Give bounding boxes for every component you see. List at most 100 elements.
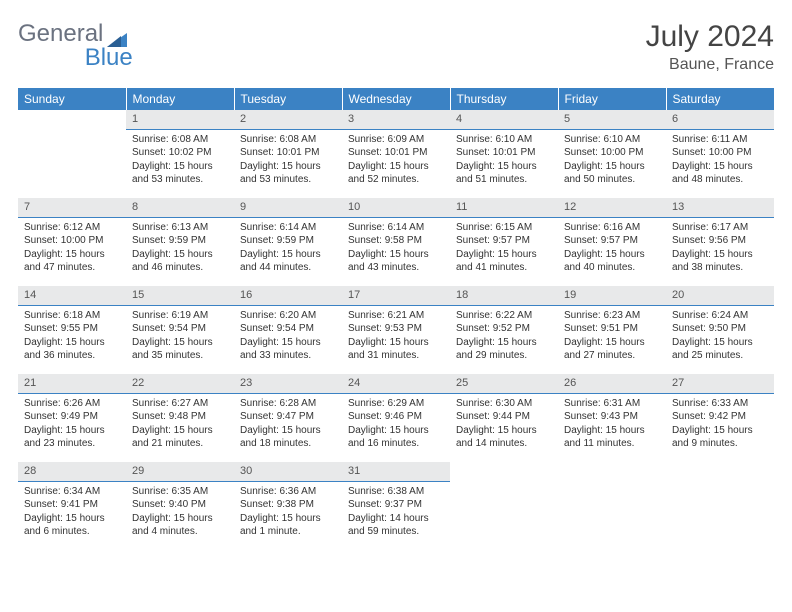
sunset-line: Sunset: 9:57 PM: [456, 234, 552, 248]
day-details: Sunrise: 6:14 AMSunset: 9:59 PMDaylight:…: [234, 218, 342, 281]
sunrise-line: Sunrise: 6:12 AM: [24, 221, 120, 235]
calendar-day-cell: 25Sunrise: 6:30 AMSunset: 9:44 PMDayligh…: [450, 374, 558, 462]
calendar-day-cell: [558, 462, 666, 550]
calendar-day-cell: 2Sunrise: 6:08 AMSunset: 10:01 PMDayligh…: [234, 110, 342, 198]
sunset-line: Sunset: 9:46 PM: [348, 410, 444, 424]
day-details: Sunrise: 6:27 AMSunset: 9:48 PMDaylight:…: [126, 394, 234, 457]
daylight-line: Daylight: 15 hours and 44 minutes.: [240, 248, 336, 275]
day-number: 27: [666, 374, 774, 394]
calendar-day-cell: [666, 462, 774, 550]
calendar-table: SundayMondayTuesdayWednesdayThursdayFrid…: [18, 88, 774, 550]
calendar-day-cell: 21Sunrise: 6:26 AMSunset: 9:49 PMDayligh…: [18, 374, 126, 462]
sunrise-line: Sunrise: 6:27 AM: [132, 397, 228, 411]
day-number: 3: [342, 110, 450, 130]
sunrise-line: Sunrise: 6:10 AM: [456, 133, 552, 147]
day-details: Sunrise: 6:28 AMSunset: 9:47 PMDaylight:…: [234, 394, 342, 457]
daylight-line: Daylight: 15 hours and 6 minutes.: [24, 512, 120, 539]
daylight-line: Daylight: 15 hours and 1 minute.: [240, 512, 336, 539]
day-details: Sunrise: 6:33 AMSunset: 9:42 PMDaylight:…: [666, 394, 774, 457]
calendar-day-cell: 16Sunrise: 6:20 AMSunset: 9:54 PMDayligh…: [234, 286, 342, 374]
day-number: 4: [450, 110, 558, 130]
calendar-day-cell: 29Sunrise: 6:35 AMSunset: 9:40 PMDayligh…: [126, 462, 234, 550]
sunrise-line: Sunrise: 6:28 AM: [240, 397, 336, 411]
day-number: 22: [126, 374, 234, 394]
sunrise-line: Sunrise: 6:15 AM: [456, 221, 552, 235]
calendar-day-cell: 13Sunrise: 6:17 AMSunset: 9:56 PMDayligh…: [666, 198, 774, 286]
sunset-line: Sunset: 9:47 PM: [240, 410, 336, 424]
sunrise-line: Sunrise: 6:30 AM: [456, 397, 552, 411]
day-number: 5: [558, 110, 666, 130]
daylight-line: Daylight: 15 hours and 53 minutes.: [132, 160, 228, 187]
sunrise-line: Sunrise: 6:35 AM: [132, 485, 228, 499]
day-details: Sunrise: 6:22 AMSunset: 9:52 PMDaylight:…: [450, 306, 558, 369]
daylight-line: Daylight: 15 hours and 48 minutes.: [672, 160, 768, 187]
weekday-header: Friday: [558, 88, 666, 110]
sunset-line: Sunset: 9:48 PM: [132, 410, 228, 424]
sunset-line: Sunset: 10:00 PM: [24, 234, 120, 248]
sunrise-line: Sunrise: 6:19 AM: [132, 309, 228, 323]
day-details: Sunrise: 6:19 AMSunset: 9:54 PMDaylight:…: [126, 306, 234, 369]
calendar-day-cell: 24Sunrise: 6:29 AMSunset: 9:46 PMDayligh…: [342, 374, 450, 462]
calendar-day-cell: 30Sunrise: 6:36 AMSunset: 9:38 PMDayligh…: [234, 462, 342, 550]
daylight-line: Daylight: 14 hours and 59 minutes.: [348, 512, 444, 539]
day-number: 9: [234, 198, 342, 218]
calendar-day-cell: 6Sunrise: 6:11 AMSunset: 10:00 PMDayligh…: [666, 110, 774, 198]
day-number: 13: [666, 198, 774, 218]
sunrise-line: Sunrise: 6:14 AM: [240, 221, 336, 235]
sunset-line: Sunset: 9:37 PM: [348, 498, 444, 512]
day-number: 11: [450, 198, 558, 218]
day-details: Sunrise: 6:10 AMSunset: 10:01 PMDaylight…: [450, 130, 558, 193]
daylight-line: Daylight: 15 hours and 50 minutes.: [564, 160, 660, 187]
calendar-week-row: 21Sunrise: 6:26 AMSunset: 9:49 PMDayligh…: [18, 374, 774, 462]
daylight-line: Daylight: 15 hours and 16 minutes.: [348, 424, 444, 451]
sunset-line: Sunset: 9:55 PM: [24, 322, 120, 336]
day-number: 14: [18, 286, 126, 306]
logo-text-blue: Blue: [85, 44, 133, 72]
day-number: 29: [126, 462, 234, 482]
sunset-line: Sunset: 9:38 PM: [240, 498, 336, 512]
sunrise-line: Sunrise: 6:29 AM: [348, 397, 444, 411]
calendar-day-cell: 19Sunrise: 6:23 AMSunset: 9:51 PMDayligh…: [558, 286, 666, 374]
day-details: Sunrise: 6:30 AMSunset: 9:44 PMDaylight:…: [450, 394, 558, 457]
sunrise-line: Sunrise: 6:22 AM: [456, 309, 552, 323]
day-number: 18: [450, 286, 558, 306]
sunrise-line: Sunrise: 6:34 AM: [24, 485, 120, 499]
sunset-line: Sunset: 9:44 PM: [456, 410, 552, 424]
daylight-line: Daylight: 15 hours and 40 minutes.: [564, 248, 660, 275]
sunset-line: Sunset: 9:53 PM: [348, 322, 444, 336]
sunset-line: Sunset: 9:57 PM: [564, 234, 660, 248]
sunrise-line: Sunrise: 6:08 AM: [132, 133, 228, 147]
sunrise-line: Sunrise: 6:23 AM: [564, 309, 660, 323]
calendar-day-cell: 23Sunrise: 6:28 AMSunset: 9:47 PMDayligh…: [234, 374, 342, 462]
sunrise-line: Sunrise: 6:21 AM: [348, 309, 444, 323]
sunset-line: Sunset: 9:56 PM: [672, 234, 768, 248]
calendar-day-cell: 9Sunrise: 6:14 AMSunset: 9:59 PMDaylight…: [234, 198, 342, 286]
daylight-line: Daylight: 15 hours and 29 minutes.: [456, 336, 552, 363]
daylight-line: Daylight: 15 hours and 46 minutes.: [132, 248, 228, 275]
calendar-week-row: 14Sunrise: 6:18 AMSunset: 9:55 PMDayligh…: [18, 286, 774, 374]
sunrise-line: Sunrise: 6:08 AM: [240, 133, 336, 147]
day-details: Sunrise: 6:13 AMSunset: 9:59 PMDaylight:…: [126, 218, 234, 281]
calendar-day-cell: 10Sunrise: 6:14 AMSunset: 9:58 PMDayligh…: [342, 198, 450, 286]
calendar-day-cell: 8Sunrise: 6:13 AMSunset: 9:59 PMDaylight…: [126, 198, 234, 286]
calendar-day-cell: 22Sunrise: 6:27 AMSunset: 9:48 PMDayligh…: [126, 374, 234, 462]
daylight-line: Daylight: 15 hours and 43 minutes.: [348, 248, 444, 275]
sunset-line: Sunset: 9:52 PM: [456, 322, 552, 336]
daylight-line: Daylight: 15 hours and 52 minutes.: [348, 160, 444, 187]
day-details: Sunrise: 6:15 AMSunset: 9:57 PMDaylight:…: [450, 218, 558, 281]
daylight-line: Daylight: 15 hours and 23 minutes.: [24, 424, 120, 451]
daylight-line: Daylight: 15 hours and 38 minutes.: [672, 248, 768, 275]
day-number: 7: [18, 198, 126, 218]
day-number: 28: [18, 462, 126, 482]
sunrise-line: Sunrise: 6:26 AM: [24, 397, 120, 411]
daylight-line: Daylight: 15 hours and 33 minutes.: [240, 336, 336, 363]
calendar-day-cell: 26Sunrise: 6:31 AMSunset: 9:43 PMDayligh…: [558, 374, 666, 462]
day-number: 20: [666, 286, 774, 306]
sunset-line: Sunset: 10:00 PM: [564, 146, 660, 160]
day-number: 16: [234, 286, 342, 306]
day-number: 25: [450, 374, 558, 394]
day-details: Sunrise: 6:09 AMSunset: 10:01 PMDaylight…: [342, 130, 450, 193]
calendar-day-cell: 31Sunrise: 6:38 AMSunset: 9:37 PMDayligh…: [342, 462, 450, 550]
day-number: 2: [234, 110, 342, 130]
day-details: Sunrise: 6:34 AMSunset: 9:41 PMDaylight:…: [18, 482, 126, 545]
